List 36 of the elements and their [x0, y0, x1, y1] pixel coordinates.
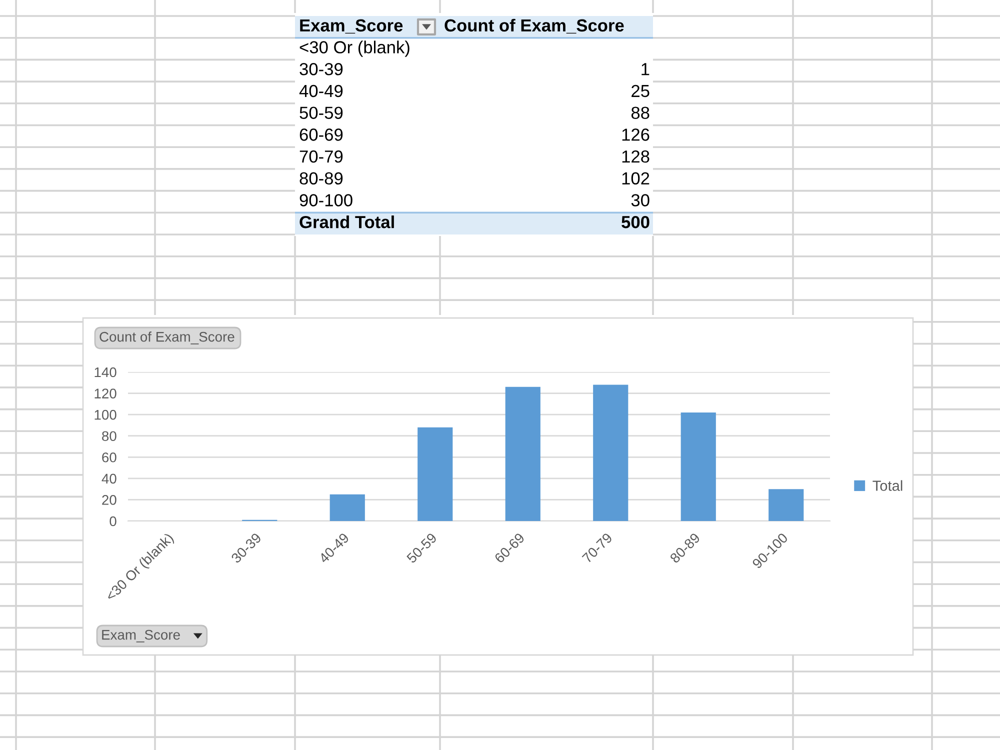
x-axis-title: Exam_Score — [102, 630, 180, 642]
y-tick-label: 60 — [102, 452, 116, 462]
bar — [330, 494, 365, 521]
bar — [418, 427, 453, 521]
bar — [593, 384, 628, 521]
category-label: 50-59 — [300, 106, 343, 119]
chart-title: Count of Exam_Score — [100, 332, 234, 344]
y-tick-label: 20 — [102, 495, 116, 505]
y-tick-label: 120 — [94, 388, 116, 398]
bar — [680, 412, 716, 521]
legend-label: Total — [872, 480, 902, 491]
y-tick-label: 100 — [94, 410, 116, 420]
text: Count of Exam_Score — [444, 18, 624, 34]
bar — [768, 489, 804, 521]
y-tick-label: 0 — [110, 516, 116, 526]
category-label: 90-100 — [300, 194, 352, 206]
category-label: 80-89 — [300, 172, 343, 185]
data-label: 30 — [631, 194, 650, 206]
data-label: 102 — [622, 172, 650, 185]
category-label: 40-49 — [299, 84, 343, 98]
data-label: 1 — [642, 63, 650, 76]
data-label: 128 — [622, 150, 650, 163]
data-label: 25 — [632, 84, 650, 98]
data-label: 88 — [631, 106, 650, 119]
category-label: 60-69 — [300, 128, 343, 141]
y-tick-label: 80 — [102, 431, 116, 442]
bar — [505, 386, 540, 521]
category-label: 30-39 — [300, 62, 343, 76]
y-tick-label: 40 — [102, 474, 116, 484]
data-label: 126 — [622, 128, 650, 141]
text: Exam_Score — [300, 19, 403, 34]
text: Grand Total — [300, 215, 394, 228]
text: 500 — [622, 216, 650, 228]
y-tick-label: 140 — [94, 367, 116, 378]
category-label: <30 Or (blank) — [300, 40, 410, 57]
category-label: 70-79 — [300, 150, 343, 163]
